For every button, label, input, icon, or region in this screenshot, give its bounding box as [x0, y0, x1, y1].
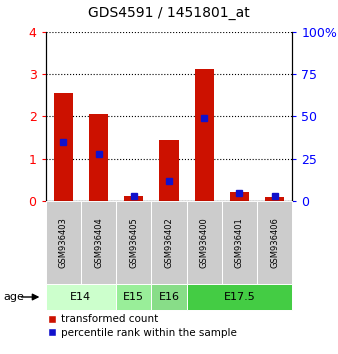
Text: GSM936403: GSM936403 [59, 217, 68, 268]
Bar [124, 196, 143, 201]
Bar [89, 114, 108, 201]
Text: GSM936401: GSM936401 [235, 217, 244, 268]
Legend: transformed count, percentile rank within the sample: transformed count, percentile rank withi… [44, 310, 241, 342]
Bar [230, 192, 249, 201]
Text: GSM936405: GSM936405 [129, 217, 138, 268]
Bar [265, 197, 285, 201]
Text: E16: E16 [159, 292, 179, 302]
Text: GSM936406: GSM936406 [270, 217, 279, 268]
Text: GDS4591 / 1451801_at: GDS4591 / 1451801_at [88, 6, 250, 21]
Text: E14: E14 [70, 292, 92, 302]
Bar [159, 140, 179, 201]
Bar [53, 93, 73, 201]
Text: GSM936402: GSM936402 [165, 217, 173, 268]
Bar [195, 69, 214, 201]
Text: GSM936400: GSM936400 [200, 217, 209, 268]
Text: E15: E15 [123, 292, 144, 302]
Text: GSM936404: GSM936404 [94, 217, 103, 268]
Text: E17.5: E17.5 [224, 292, 256, 302]
Text: age: age [3, 292, 24, 302]
